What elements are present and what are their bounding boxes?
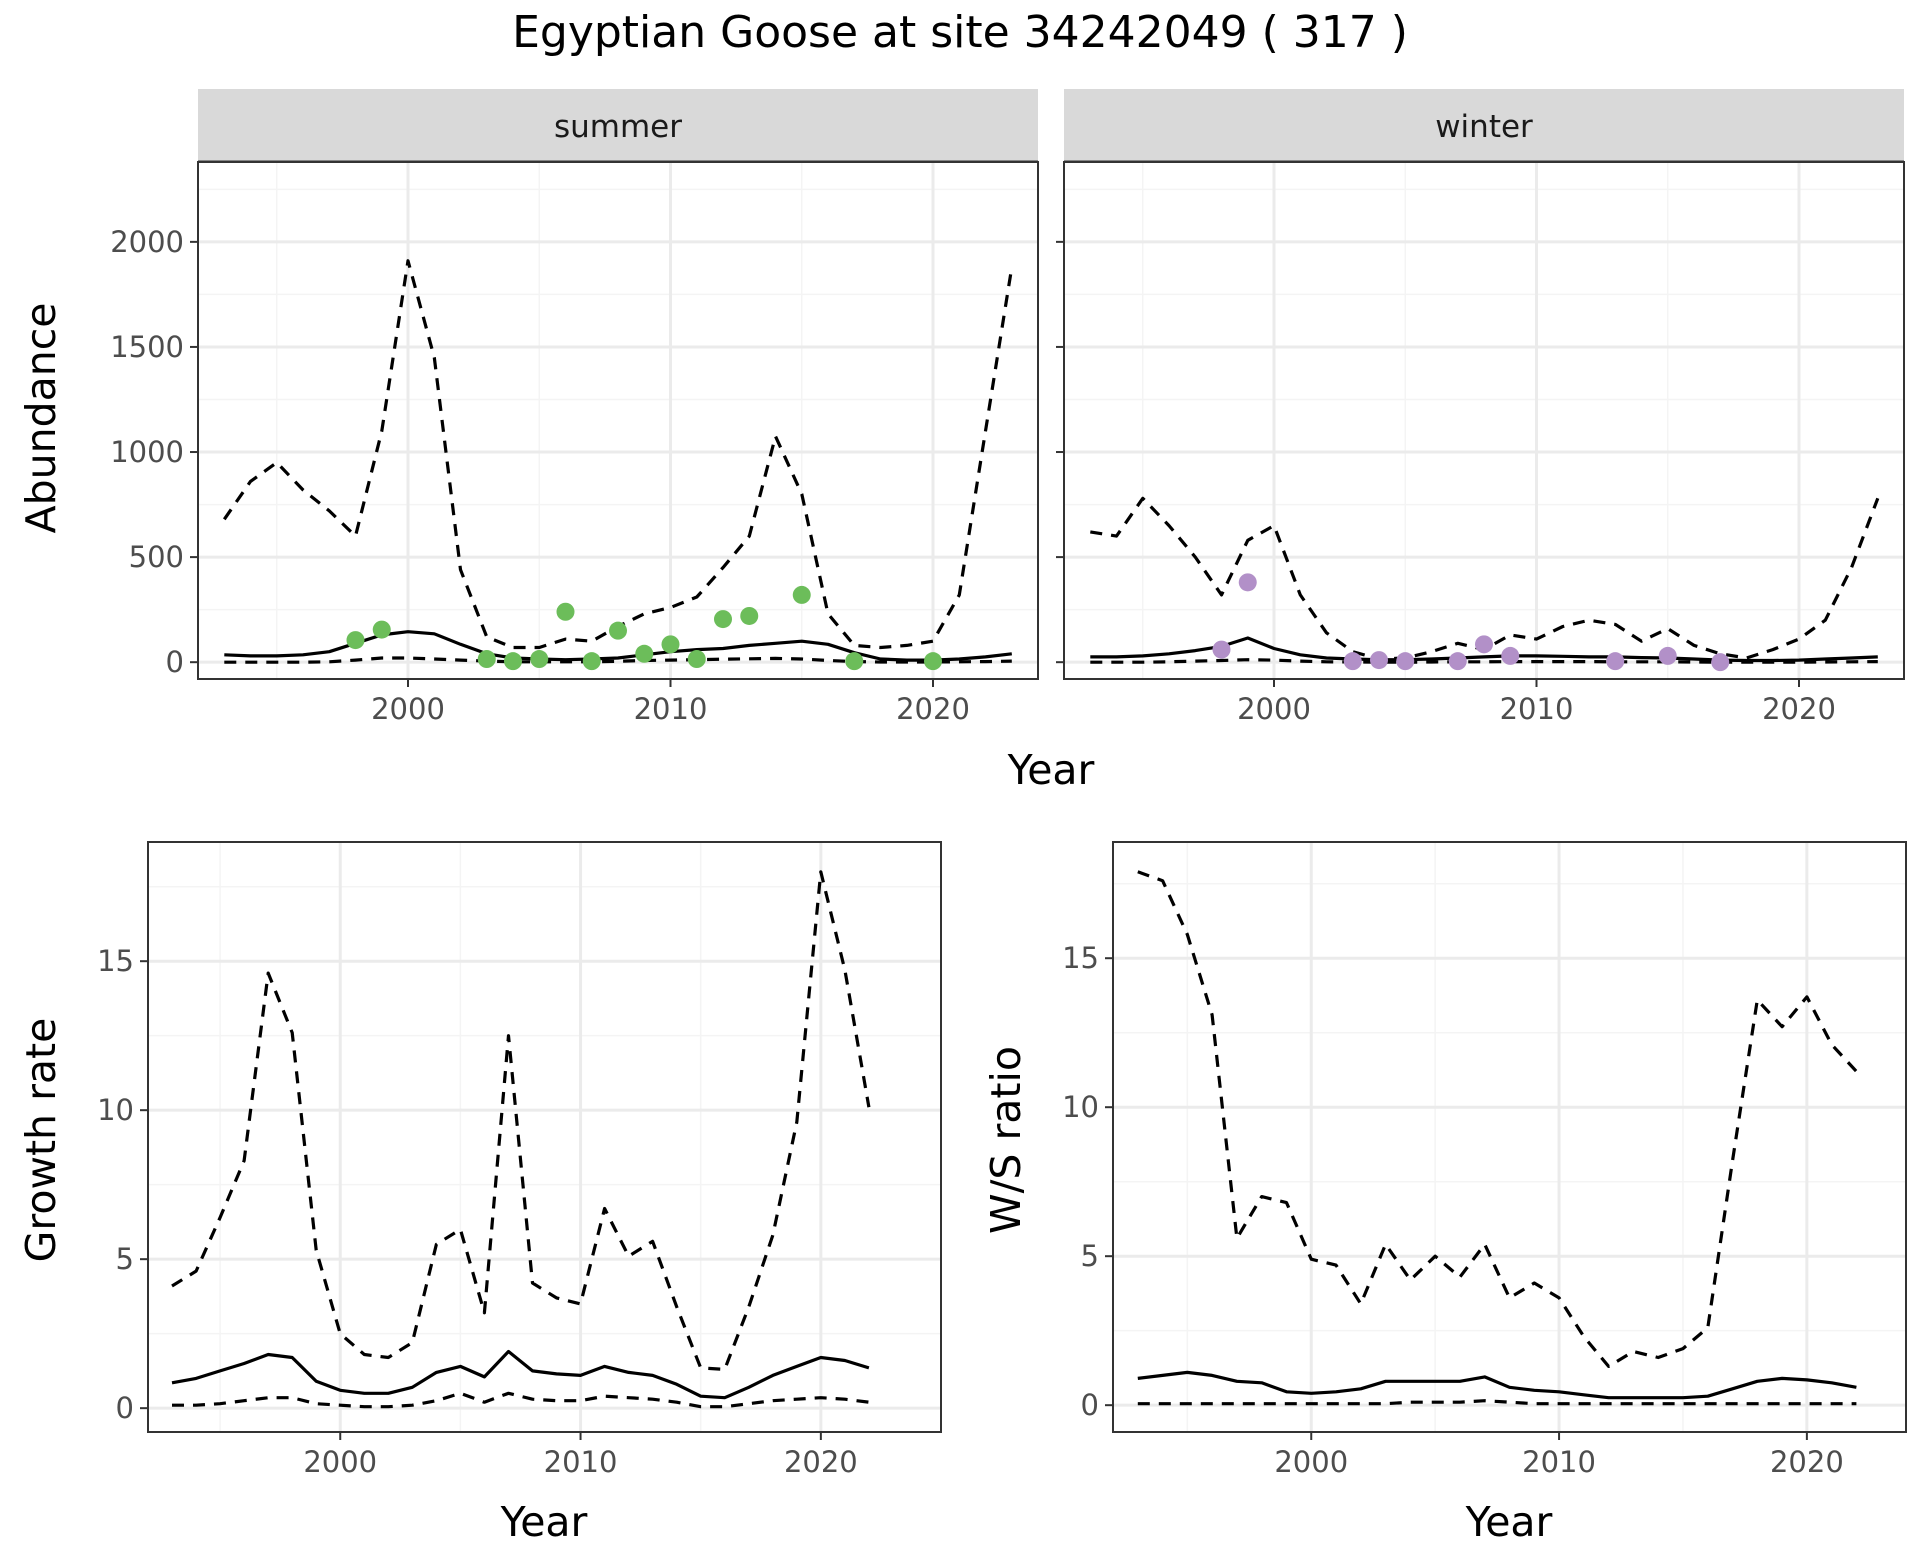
observation-point-winter: [1343, 652, 1362, 671]
observation-point-winter: [1711, 653, 1730, 672]
observation-point-summer: [845, 652, 864, 671]
x-tick-label-winter: 2020: [1762, 692, 1836, 726]
x-tick-label-growth: 2010: [544, 1445, 618, 1479]
lower-bound-line-growth: [172, 1391, 870, 1409]
plot-area-winter: 2000 2010 2020: [1056, 161, 1905, 726]
observation-point-summer: [346, 631, 365, 650]
lower-bound-line-summer: [224, 656, 1012, 664]
observation-point-summer: [740, 606, 759, 625]
x-tick-label-growth: 2020: [784, 1445, 858, 1479]
observation-point-winter: [1396, 652, 1415, 671]
panel-summer: summer 2000 2010 2020 0 500 1000 1500 2000 Abun…: [17, 89, 1039, 726]
x-axis-title-top: Year: [1007, 746, 1095, 794]
observation-point-summer: [714, 610, 732, 629]
observation-point-summer: [924, 652, 942, 671]
observation-point-winter: [1501, 646, 1520, 665]
observation-point-summer: [661, 635, 680, 654]
observation-point-winter: [1238, 573, 1257, 592]
x-tick-label-ws-ratio: 2000: [1274, 1445, 1348, 1479]
plot-background-summer: [198, 162, 1038, 679]
upper-bound-line-ws-ratio: [1137, 870, 1858, 1368]
figure-title: Egyptian Goose at site 34242049 ( 317 ): [512, 7, 1408, 58]
observation-point-winter: [1658, 646, 1677, 665]
panel-winter: winter 2000 2010 2020: [1056, 89, 1905, 726]
panel-border-winter: [1063, 161, 1905, 680]
plot-area-growth-rate: 2000 2010 2020 0 5 10 15: [97, 841, 942, 1479]
plot-area-summer: 2000 2010 2020 0 500 1000 1500 2000: [110, 161, 1039, 726]
observation-point-summer: [582, 652, 601, 671]
y-tick-label-growth: 0: [116, 1391, 134, 1425]
observation-point-summer: [530, 650, 549, 669]
x-tick-label-growth: 2000: [303, 1445, 377, 1479]
observation-point-winter: [1448, 652, 1467, 671]
plot-background-winter: [1064, 162, 1904, 679]
strip-label-summer: summer: [554, 109, 682, 145]
y-tick-label-summer: 2000: [110, 225, 184, 259]
estimate-line-ws-ratio: [1137, 1370, 1857, 1400]
x-tick-label-ws-ratio: 2010: [1522, 1445, 1596, 1479]
observation-point-summer: [792, 585, 811, 604]
y-tick-label-growth: 5: [116, 1242, 134, 1276]
observation-point-summer: [687, 650, 706, 669]
panel-growth-rate: 2000 2010 2020 0 5 10 15 Growth rate Year: [17, 841, 942, 1546]
x-tick-label-winter: 2010: [1500, 692, 1574, 726]
y-tick-label-summer: 1500: [110, 330, 184, 364]
x-tick-label-summer: 2000: [371, 692, 445, 726]
y-axis-title-growth-rate: Growth rate: [17, 1018, 65, 1263]
plot-area-ws-ratio: 2000 2010 2020 0 5 10 15: [1062, 841, 1907, 1479]
y-axis-title-ws-ratio: W/S ratio: [982, 1046, 1030, 1234]
observation-point-summer: [556, 602, 575, 621]
x-axis-title-growth-rate: Year: [500, 1498, 588, 1546]
panel-ws-ratio: 2000 2010 2020 0 5 10 15 W/S ratio Year: [982, 841, 1907, 1546]
observation-point-summer: [504, 652, 522, 671]
y-tick-label-growth: 15: [97, 944, 134, 978]
observation-point-winter: [1212, 640, 1231, 659]
strip-summer: [198, 89, 1038, 162]
panel-border-summer: [197, 161, 1039, 680]
x-tick-label-summer: 2020: [896, 692, 970, 726]
y-tick-label-summer: 0: [166, 645, 184, 679]
lower-bound-line-winter: [1090, 658, 1878, 664]
panel-border-ws-ratio: [1112, 841, 1907, 1433]
observation-point-winter: [1606, 652, 1625, 671]
y-tick-label-ws-ratio: 10: [1062, 1090, 1099, 1124]
plot-background-ws-ratio: [1113, 842, 1906, 1432]
observation-point-winter: [1475, 635, 1493, 654]
x-axis-title-ws-ratio: Year: [1465, 1498, 1553, 1546]
upper-bound-line-growth: [171, 870, 871, 1371]
x-tick-label-ws-ratio: 2020: [1770, 1445, 1844, 1479]
y-axis-title-abundance: Abundance: [17, 303, 65, 534]
x-tick-label-summer: 2010: [634, 692, 708, 726]
strip-label-winter: winter: [1435, 109, 1533, 145]
x-tick-label-winter: 2000: [1237, 692, 1311, 726]
strip-winter: [1064, 89, 1904, 162]
observation-point-summer: [372, 620, 391, 639]
observation-point-summer: [609, 621, 627, 640]
y-tick-label-ws-ratio: 15: [1062, 941, 1099, 975]
panel-border-growth: [147, 841, 942, 1433]
estimate-line-growth: [171, 1349, 870, 1400]
y-tick-label-ws-ratio: 0: [1081, 1388, 1099, 1422]
y-tick-label-summer: 1000: [110, 435, 184, 469]
observation-point-winter: [1370, 651, 1388, 670]
observation-point-summer: [477, 650, 496, 669]
lower-bound-line-ws-ratio: [1137, 1399, 1857, 1406]
y-tick-label-growth: 10: [97, 1093, 134, 1127]
observation-point-summer: [635, 644, 654, 663]
y-tick-label-summer: 500: [129, 540, 184, 574]
y-tick-label-ws-ratio: 5: [1081, 1239, 1099, 1273]
